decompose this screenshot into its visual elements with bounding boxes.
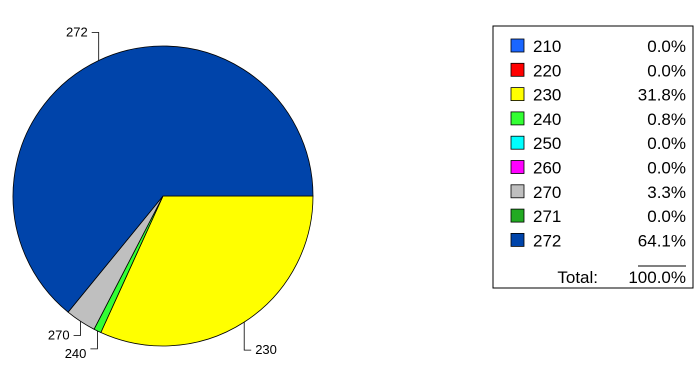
legend-swatch-271 xyxy=(510,208,525,223)
legend-total-value: 100.0% xyxy=(628,268,686,287)
callout-line-272 xyxy=(91,32,100,61)
legend-swatch-250 xyxy=(510,135,525,150)
legend-label-250: 250 xyxy=(533,134,561,153)
legend-percent-270: 3.3% xyxy=(647,183,686,202)
legend-label-270: 270 xyxy=(533,183,561,202)
legend-percent-260: 0.0% xyxy=(647,159,686,178)
callout-label-270: 270 xyxy=(48,327,70,342)
pie-slices xyxy=(12,45,314,347)
callout-label-230: 230 xyxy=(255,342,277,357)
legend-percent-210: 0.0% xyxy=(647,37,686,56)
legend-label-271: 271 xyxy=(533,207,561,226)
callout-label-240: 240 xyxy=(65,346,87,361)
callout-line-240 xyxy=(90,330,98,350)
legend-percent-250: 0.0% xyxy=(647,134,686,153)
legend: 210 0.0% 220 0.0% 230 31.8% 240 0.8% 250 0.0% 260 0… xyxy=(492,25,694,289)
legend-percent-271: 0.0% xyxy=(647,207,686,226)
legend-swatch-272 xyxy=(510,232,525,247)
legend-swatch-230 xyxy=(510,87,525,101)
slice-callouts: 230 240 270 272 xyxy=(48,25,277,361)
legend-swatch-240 xyxy=(510,111,525,126)
legend-percent-240: 0.8% xyxy=(647,110,686,129)
legend-percent-272: 64.1% xyxy=(638,231,686,250)
legend-label-220: 220 xyxy=(533,61,561,80)
callout-line-230 xyxy=(243,322,252,351)
legend-label-272: 272 xyxy=(533,231,561,250)
legend-swatch-270 xyxy=(510,184,525,199)
legend-label-210: 210 xyxy=(533,37,561,56)
legend-label-240: 240 xyxy=(533,110,561,129)
callout-line-270 xyxy=(73,321,81,336)
legend-swatch-220 xyxy=(510,62,525,77)
legend-box xyxy=(492,25,694,289)
legend-label-260: 260 xyxy=(533,159,561,178)
legend-total-label: Total: xyxy=(557,268,598,287)
legend-label-230: 230 xyxy=(533,86,561,105)
callout-label-272: 272 xyxy=(66,25,88,40)
legend-percent-230: 31.8% xyxy=(638,86,686,105)
legend-swatch-210 xyxy=(510,38,525,53)
legend-percent-220: 0.0% xyxy=(647,61,686,80)
legend-swatch-260 xyxy=(510,160,525,174)
